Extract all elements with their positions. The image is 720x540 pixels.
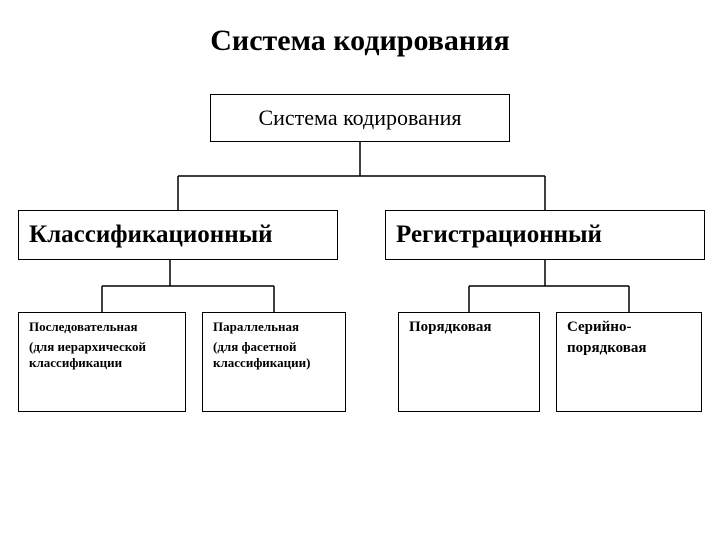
node-parallel-line2: (для фасетной классификации) — [213, 339, 335, 371]
node-sequential-line2: (для иерархической классификации — [29, 339, 175, 371]
node-registration-label: Регистрационный — [396, 221, 602, 249]
node-classification: Классификационный — [18, 210, 338, 260]
node-ordinal-line1: Порядковая — [409, 319, 529, 336]
node-serial-ordinal: Серийно- порядковая — [556, 312, 702, 412]
node-serial-ordinal-line2: порядковая — [567, 340, 691, 357]
node-parallel-line1: Параллельная — [213, 319, 335, 335]
node-parallel: Параллельная (для фасетной классификации… — [202, 312, 346, 412]
node-root-label: Система кодирования — [258, 105, 461, 131]
node-classification-label: Классификационный — [29, 221, 273, 249]
connectors-svg — [0, 0, 720, 540]
node-ordinal: Порядковая — [398, 312, 540, 412]
node-registration: Регистрационный — [385, 210, 705, 260]
slide-title: Система кодирования — [0, 24, 720, 58]
node-serial-ordinal-line1: Серийно- — [567, 319, 691, 336]
node-root: Система кодирования — [210, 94, 510, 142]
node-sequential: Последовательная (для иерархической клас… — [18, 312, 186, 412]
node-sequential-line1: Последовательная — [29, 319, 175, 335]
